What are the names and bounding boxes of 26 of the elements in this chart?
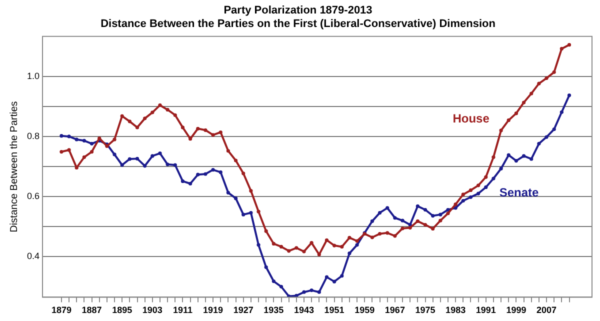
- y-tick-label: 0.8: [26, 130, 40, 141]
- x-tick-label: 1927: [233, 305, 254, 316]
- x-tick-label: 2007: [536, 305, 557, 316]
- x-tick-label: 1935: [264, 305, 284, 316]
- series-label: House: [452, 111, 490, 126]
- x-tick-label: 1919: [203, 305, 224, 316]
- x-tick-label: 1887: [82, 305, 102, 316]
- series-label: Senate: [499, 186, 540, 200]
- x-tick-label: 1903: [142, 305, 162, 316]
- x-tick-label: 1879: [51, 305, 72, 316]
- x-tick-label: 1911: [172, 305, 192, 316]
- x-tick-label: 1943: [294, 305, 314, 316]
- x-tick-label: 1967: [384, 305, 405, 316]
- x-tick-label: 1991: [476, 305, 496, 316]
- x-tick-label: 1959: [354, 305, 375, 316]
- chart-title: Party Polarization 1879-2013: [224, 4, 372, 17]
- x-tick-label: 1895: [112, 305, 132, 316]
- y-tick-label: 0.4: [26, 251, 40, 262]
- x-tick-label: 1983: [446, 305, 466, 316]
- y-axis-title: Distance Between the Parties: [8, 101, 20, 232]
- chart-subtitle: Distance Between the Parties on the First (Liberal-Conservative) Dimension: [100, 18, 496, 30]
- y-tick-label: 1.0: [26, 70, 40, 81]
- x-tick-label: 1951: [324, 305, 344, 316]
- y-tick-label: 0.6: [26, 191, 40, 202]
- x-tick-label: 1999: [506, 305, 526, 316]
- x-tick-label: 1975: [415, 305, 436, 316]
